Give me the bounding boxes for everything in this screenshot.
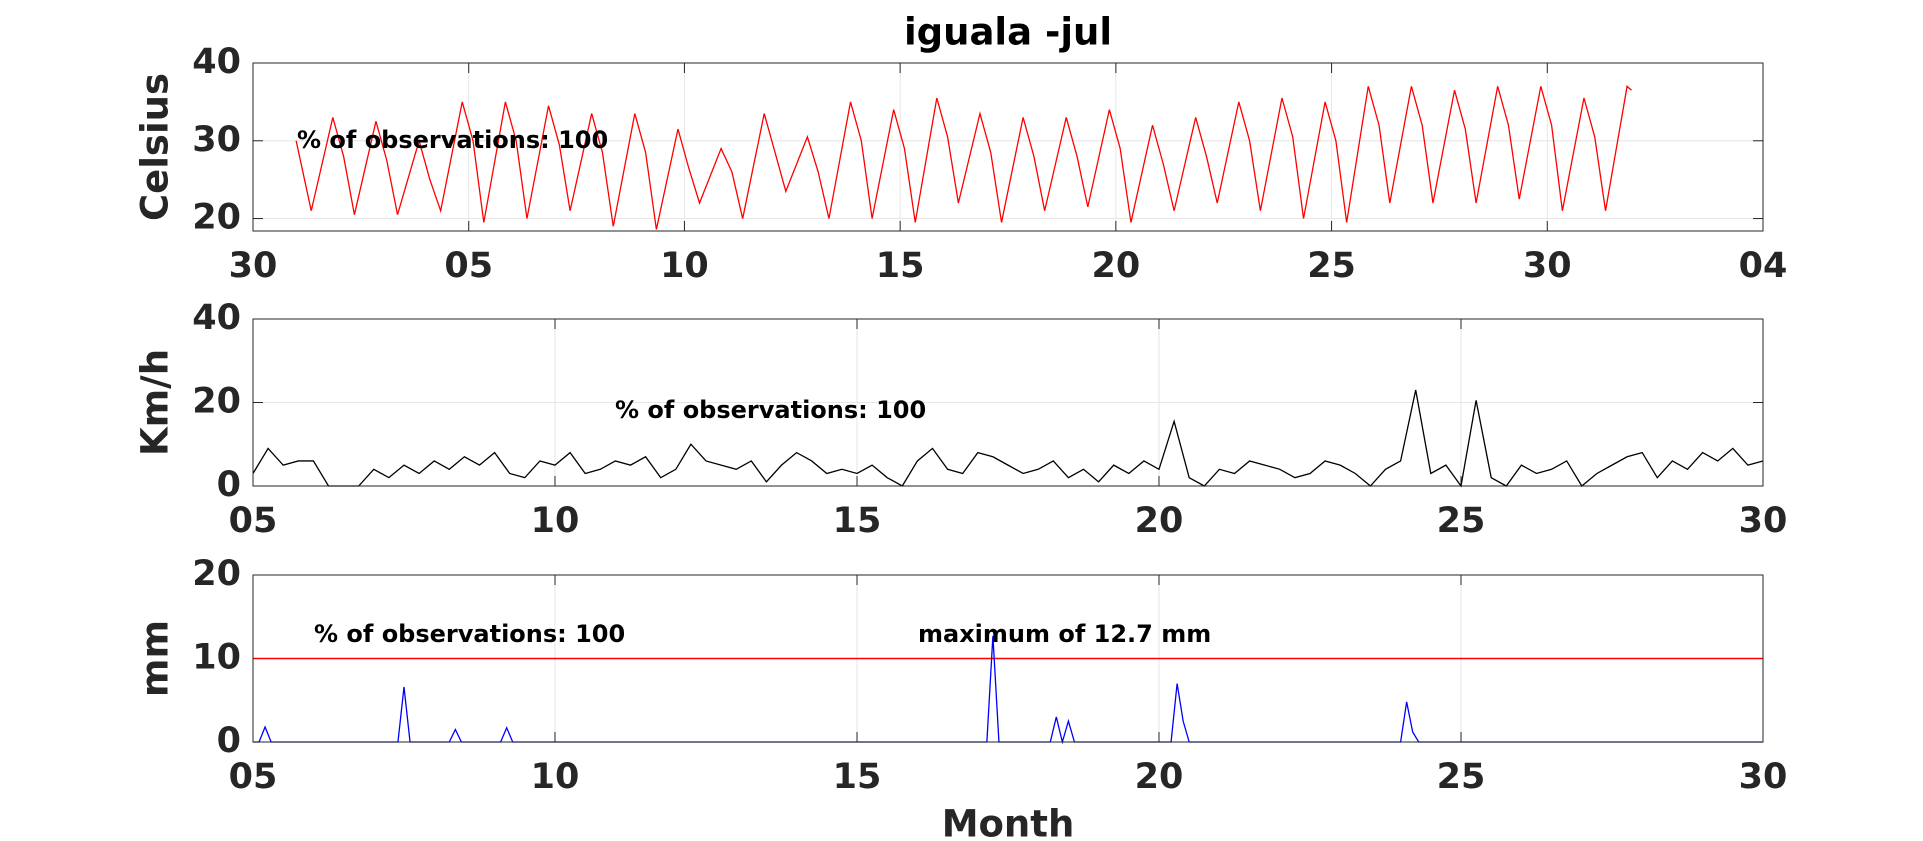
x-tick-label: 30 [1739,501,1788,541]
plot-frame [252,318,1764,487]
x-tick-label: 05 [444,246,493,286]
annotation: % of observations: 100 [297,126,608,154]
x-tick-label: 15 [833,757,882,797]
annotation: maximum of 12.7 mm [918,620,1211,648]
x-tick-label: 20 [1135,757,1184,797]
y-axis-label: Km/h [134,349,177,456]
y-axis-label: mm [134,620,177,697]
data-line [295,85,1632,230]
x-axis-label: Month [942,803,1075,841]
x-tick-label: 10 [531,501,580,541]
plot-frame [252,574,1764,743]
x-tick-label: 05 [229,757,278,797]
y-tick-label: 30 [192,120,241,160]
annotation: % of observations: 100 [615,396,926,424]
x-tick-label: 15 [876,246,925,286]
x-tick-label: 05 [229,501,278,541]
y-tick-label: 20 [192,198,241,238]
x-tick-label: 30 [1523,246,1572,286]
chart-title: iguala -jul [904,11,1112,54]
x-tick-label: 20 [1135,501,1184,541]
x-tick-label: 30 [1739,757,1788,797]
y-tick-label: 40 [192,42,241,82]
plot-frame [252,62,1764,232]
x-tick-label: 30 [229,246,278,286]
x-tick-label: 10 [531,757,580,797]
x-tick-label: 15 [833,501,882,541]
y-axis-label: Celsius [134,73,177,221]
x-tick-label: 04 [1739,246,1788,286]
y-tick-label: 40 [192,298,241,338]
annotation: % of observations: 100 [314,620,625,648]
data-line [252,389,1764,488]
x-tick-label: 25 [1437,757,1486,797]
x-tick-label: 25 [1307,246,1356,286]
y-tick-label: 10 [192,638,241,678]
y-tick-label: 20 [192,382,241,422]
x-tick-label: 20 [1091,246,1140,286]
y-tick-label: 0 [217,465,241,505]
y-tick-label: 20 [192,554,241,594]
x-tick-label: 10 [660,246,709,286]
x-tick-label: 25 [1437,501,1486,541]
y-tick-label: 0 [217,721,241,761]
